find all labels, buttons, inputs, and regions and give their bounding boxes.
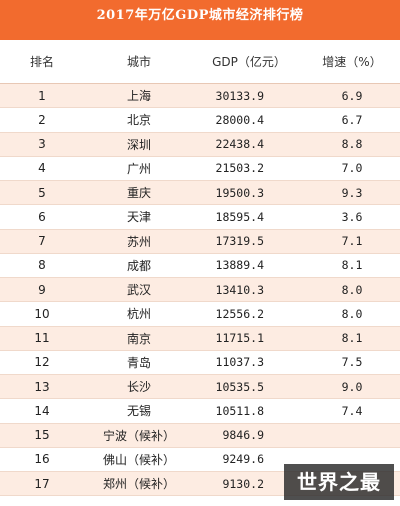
cell-rank: 14 — [34, 403, 50, 418]
cell-city: 广州 — [126, 161, 151, 176]
cell-gdp: 22438.4 — [215, 137, 264, 152]
header-city: 城市 — [126, 55, 151, 69]
chart-title: 2017年万亿GDP城市经济排行榜 — [0, 0, 400, 40]
cell-growth: 9.0 — [341, 379, 363, 394]
table-row: 11 南京 11715.1 8.1 — [0, 326, 400, 351]
cell-city: 上海 — [126, 89, 151, 104]
cell-city: 青岛 — [126, 355, 151, 370]
table-row: 10 杭州 12556.2 8.0 — [0, 302, 400, 327]
cell-rank: 1 — [38, 88, 46, 103]
cell-city: 深圳 — [126, 137, 151, 152]
cell-rank: 3 — [38, 137, 46, 152]
cell-rank: 16 — [34, 452, 50, 467]
cell-gdp: 13410.3 — [215, 282, 264, 297]
table-body: 1 上海 30133.9 6.9 2 北京 28000.4 6.7 3 深圳 22438.4 8.8 4… — [0, 84, 400, 497]
cell-growth: 7.5 — [341, 355, 363, 370]
cell-gdp: 11037.3 — [215, 355, 264, 370]
cell-growth: 6.9 — [341, 88, 363, 103]
table-row: 8 成都 13889.4 8.1 — [0, 254, 400, 278]
cell-rank: 5 — [38, 185, 46, 200]
cell-city: 重庆 — [126, 186, 151, 201]
cell-city: 武汉 — [126, 283, 151, 298]
cell-city: 天津 — [126, 210, 151, 225]
cell-rank: 10 — [34, 306, 50, 321]
cell-city: 苏州 — [126, 234, 151, 249]
cell-growth: 8.8 — [341, 137, 363, 152]
cell-growth: 9.3 — [341, 185, 363, 200]
cell-rank: 9 — [38, 282, 46, 297]
cell-city: 郑州（候补） — [102, 477, 175, 492]
cell-growth: 6.7 — [341, 112, 363, 127]
cell-rank: 17 — [34, 476, 50, 491]
cell-gdp: 30133.9 — [215, 88, 264, 103]
table-row: 5 重庆 19500.3 9.3 — [0, 181, 400, 206]
table-row: 12 青岛 11037.3 7.5 — [0, 351, 400, 375]
header-rank: 排名 — [29, 55, 54, 69]
table-row: 9 武汉 13410.3 8.0 — [0, 278, 400, 303]
cell-gdp: 10511.8 — [215, 403, 264, 418]
cell-growth: 8.1 — [341, 331, 363, 346]
table-row: 1 上海 30133.9 6.9 — [0, 84, 400, 109]
cell-gdp: 12556.2 — [215, 306, 264, 321]
header-gdp: GDP（亿元） — [212, 55, 286, 69]
cell-gdp: 9130.2 — [222, 476, 264, 491]
watermark: 世界之最 — [284, 464, 394, 500]
cell-rank: 11 — [34, 331, 50, 346]
gdp-table: 排名 城市 GDP（亿元） 增速（%） 1 上海 30133.9 6.9 2 北京 2800… — [0, 40, 400, 497]
cell-city: 南京 — [126, 331, 151, 346]
cell-growth: 7.0 — [341, 161, 363, 176]
cell-city: 宁波（候补） — [102, 428, 175, 443]
cell-growth: 7.4 — [341, 403, 363, 418]
cell-rank: 8 — [38, 258, 46, 273]
table-row: 14 无锡 10511.8 7.4 — [0, 399, 400, 424]
cell-gdp: 11715.1 — [215, 331, 264, 346]
table-row: 6 天津 18595.4 3.6 — [0, 205, 400, 230]
table-row: 7 苏州 17319.5 7.1 — [0, 229, 400, 254]
table-row: 3 深圳 22438.4 8.8 — [0, 132, 400, 157]
cell-rank: 13 — [34, 379, 50, 394]
cell-growth: 8.1 — [341, 258, 363, 273]
cell-growth: 8.0 — [341, 306, 363, 321]
cell-rank: 2 — [38, 112, 46, 127]
cell-growth: 8.0 — [341, 282, 363, 297]
table-row: 16 佛山（候补） 9249.6 — [0, 448, 400, 472]
cell-city: 成都 — [126, 258, 151, 273]
cell-gdp: 10535.5 — [215, 379, 264, 394]
cell-rank: 6 — [38, 209, 46, 224]
cell-gdp: 28000.4 — [215, 112, 264, 127]
cell-city: 长沙 — [126, 380, 151, 395]
cell-growth: 7.1 — [341, 234, 363, 249]
cell-city: 杭州 — [126, 307, 151, 322]
table-row: 2 北京 28000.4 6.7 — [0, 108, 400, 133]
cell-gdp: 17319.5 — [215, 234, 264, 249]
header-growth: 增速（%） — [322, 55, 382, 69]
table-row: 4 广州 21503.2 7.0 — [0, 157, 400, 181]
cell-gdp: 21503.2 — [215, 161, 264, 176]
cell-growth: 3.6 — [341, 209, 363, 224]
cell-city: 无锡 — [126, 404, 151, 419]
cell-rank: 12 — [34, 355, 50, 370]
cell-gdp: 13889.4 — [215, 258, 264, 273]
cell-city: 北京 — [126, 113, 151, 128]
cell-gdp: 9846.9 — [222, 428, 264, 443]
cell-city: 佛山（候补） — [102, 452, 175, 467]
table-row: 15 宁波（候补） 9846.9 — [0, 423, 400, 448]
table-row: 13 长沙 10535.5 9.0 — [0, 375, 400, 400]
cell-gdp: 19500.3 — [215, 185, 264, 200]
cell-rank: 15 — [34, 428, 50, 443]
table-header: 排名 城市 GDP（亿元） 增速（%） — [0, 40, 400, 84]
cell-gdp: 18595.4 — [215, 209, 264, 224]
cell-rank: 7 — [38, 234, 46, 249]
cell-gdp: 9249.6 — [222, 452, 264, 467]
cell-rank: 4 — [38, 161, 46, 176]
